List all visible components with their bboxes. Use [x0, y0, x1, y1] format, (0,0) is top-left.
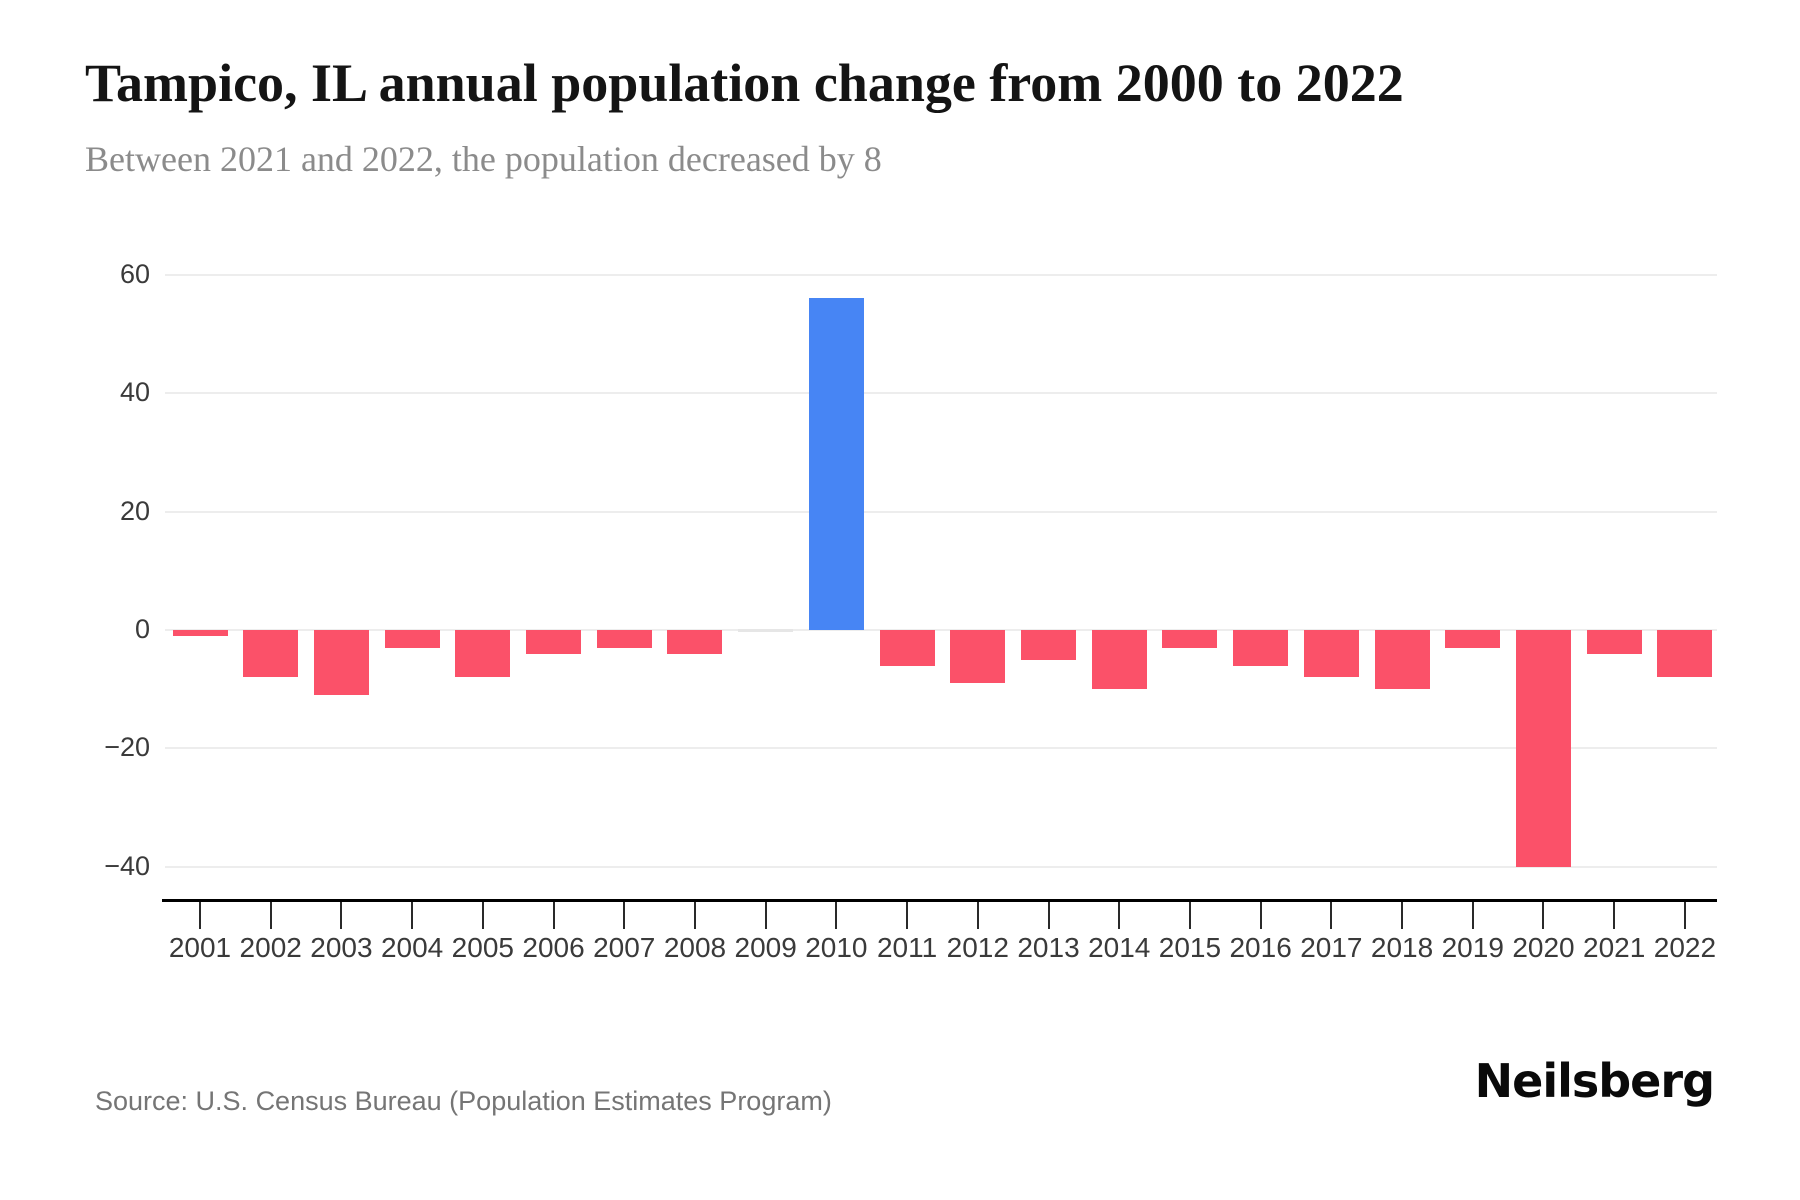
x-axis-tick: [340, 901, 343, 929]
gridline-y--40: [165, 865, 1717, 868]
gridline-y--20: [165, 747, 1717, 750]
bar-2003[interactable]: [313, 630, 369, 696]
x-axis-tick-label: 2017: [1300, 932, 1363, 963]
bar-2013[interactable]: [1021, 630, 1077, 660]
x-axis-tick-label: 2019: [1441, 932, 1504, 963]
bar-2018[interactable]: [1374, 630, 1430, 690]
x-axis-tick-label: 2022: [1653, 932, 1717, 963]
x-axis-tick-label: 2002: [239, 932, 302, 963]
x-axis-tick-label: 2003: [310, 932, 373, 963]
page-subtitle: Between 2021 and 2022, the population de…: [85, 139, 882, 179]
x-axis-tick-label: 2009: [734, 932, 797, 963]
x-axis-tick-label: 2010: [805, 932, 868, 963]
bar-2001[interactable]: [172, 630, 228, 636]
y-axis-tick-label: 0: [134, 614, 150, 644]
x-axis-tick: [906, 901, 909, 929]
x-axis-tick-label: 2001: [168, 932, 232, 963]
x-axis-tick: [269, 901, 272, 929]
page-title: Tampico, IL annual population change fro…: [85, 53, 1404, 113]
y-axis-tick-label: −40: [104, 850, 150, 881]
x-axis-tick-label: 2008: [663, 932, 727, 963]
x-axis-tick-label: 2013: [1017, 932, 1080, 963]
x-axis-tick: [1188, 901, 1191, 929]
x-axis-tick-label: 2015: [1158, 932, 1222, 963]
x-axis-tick: [623, 901, 626, 929]
x-axis-tick-label: 2014: [1088, 932, 1151, 963]
bar-2005[interactable]: [455, 630, 511, 678]
gridline-y-60: [165, 273, 1717, 276]
x-axis-tick: [1259, 901, 1262, 929]
gridline-y-0: [165, 629, 1717, 631]
bar-2010[interactable]: [808, 298, 864, 630]
x-axis-tick-label: 2007: [593, 932, 656, 963]
x-axis-tick: [1401, 901, 1404, 929]
x-axis-line: [162, 899, 1717, 902]
x-axis-tick: [1330, 901, 1333, 929]
x-axis-tick: [1683, 901, 1686, 929]
x-axis-tick-label: 2020: [1512, 932, 1575, 963]
y-axis-tick-label: −20: [104, 732, 150, 763]
bar-2002[interactable]: [243, 630, 299, 678]
bar-2012[interactable]: [950, 630, 1006, 684]
bar-2020[interactable]: [1515, 630, 1571, 867]
gridline-y-40: [165, 392, 1717, 395]
x-axis-tick: [1118, 901, 1121, 929]
x-axis-tick: [764, 901, 767, 929]
x-axis-tick-label: 2012: [946, 932, 1009, 963]
x-axis-tick: [1542, 901, 1545, 929]
x-axis-tick: [835, 901, 838, 929]
bar-2022[interactable]: [1657, 630, 1713, 678]
bar-2008[interactable]: [667, 630, 723, 654]
x-axis-tick-label: 2006: [522, 932, 585, 963]
y-axis-tick-label: 60: [119, 258, 150, 289]
bar-2009[interactable]: [738, 629, 794, 632]
neilsberg-logo[interactable]: Neilsberg: [1474, 1054, 1715, 1108]
x-axis-tick: [1471, 901, 1474, 929]
y-axis-tick-label: 20: [119, 495, 150, 526]
x-axis-tick: [552, 901, 555, 929]
gridline-y-20: [165, 510, 1717, 513]
x-axis-tick-label: 2011: [876, 932, 938, 963]
y-axis-tick-label: 40: [119, 377, 150, 408]
x-axis-tick: [693, 901, 696, 929]
x-axis-tick: [976, 901, 979, 929]
x-axis-tick-label: 2018: [1370, 932, 1434, 963]
bar-2021[interactable]: [1586, 630, 1642, 654]
bar-2011[interactable]: [879, 630, 935, 666]
bar-2014[interactable]: [1091, 630, 1147, 690]
x-axis-tick: [1613, 901, 1616, 929]
x-axis-tick-label: 2005: [451, 932, 514, 963]
x-axis-tick-label: 2004: [380, 932, 444, 963]
bar-2019[interactable]: [1445, 630, 1501, 648]
x-axis-tick-label: 2016: [1229, 932, 1292, 963]
x-axis-tick: [199, 901, 201, 929]
bar-2004[interactable]: [384, 630, 440, 648]
source-note: Source: U.S. Census Bureau (Population E…: [95, 1086, 832, 1116]
bar-2007[interactable]: [596, 630, 652, 648]
x-axis-tick: [481, 901, 484, 929]
x-axis-tick-label: 2021: [1583, 932, 1646, 963]
bar-2017[interactable]: [1303, 630, 1359, 678]
bar-2006[interactable]: [526, 630, 582, 654]
x-axis-tick: [411, 901, 414, 929]
bar-2016[interactable]: [1233, 630, 1289, 666]
bar-2015[interactable]: [1162, 630, 1218, 648]
x-axis-tick: [1047, 901, 1050, 929]
